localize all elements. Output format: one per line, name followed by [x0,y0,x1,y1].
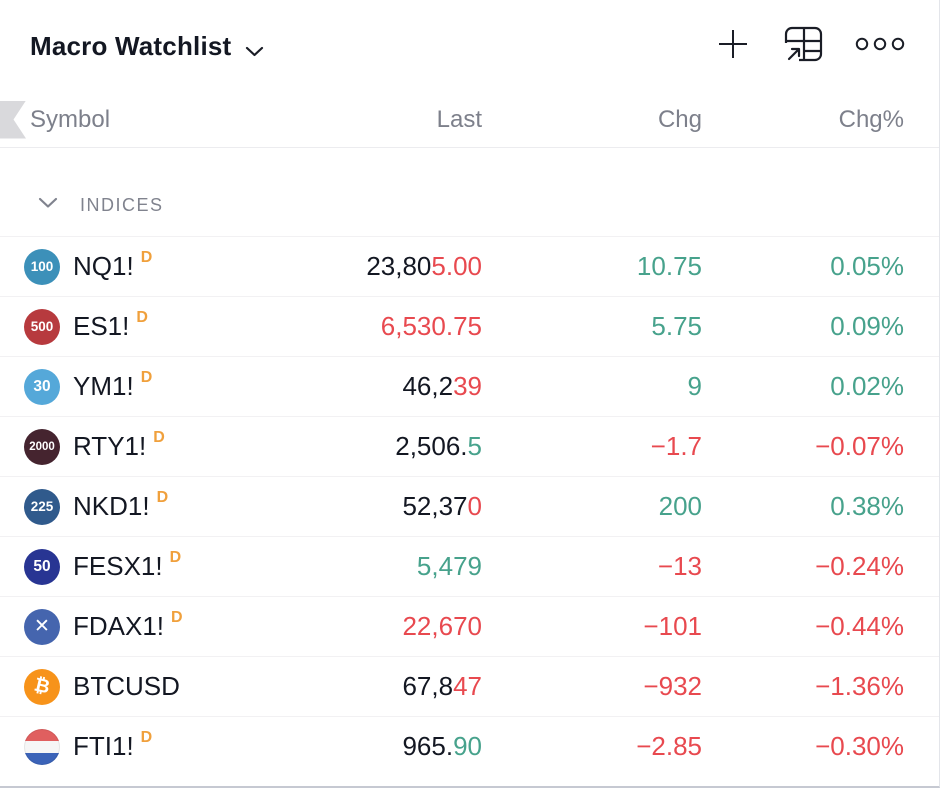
column-header-row: Symbol Last Chg Chg% [0,92,939,148]
section-label: INDICES [80,194,164,215]
symbol-cell: FTI1! D [24,728,322,765]
symbol-ticker: NKD1! [73,491,150,521]
last-price: 22,670 [402,611,482,641]
symbol-badge-icon [24,728,60,765]
watchlist-row[interactable]: FTI1! D 965.90 −2.85 −0.30% [0,716,939,776]
symbol-badge-icon: ₿ [24,668,60,705]
column-header-chgpct[interactable]: Chg% [838,105,904,133]
daily-resolution-flag: D [153,428,165,446]
add-symbol-button[interactable] [715,26,751,67]
symbol-badge-icon: 2000 [24,428,60,465]
symbol-badge-icon: 500 [24,308,60,345]
change-value: −932 [643,671,702,701]
last-price: 965.90 [402,731,482,761]
symbol-ticker: YM1! [73,371,134,401]
change-value: −101 [643,611,702,641]
change-value: 5.75 [651,311,702,341]
watchlist-row[interactable]: 30 YM1! D 46,239 9 0.02% [0,356,939,416]
watchlist-header: Macro Watchlist [0,0,939,92]
last-price: 46,239 [402,371,482,401]
change-percent: 0.09% [830,311,904,341]
last-price: 23,805.00 [366,251,482,281]
last-price: 67,847 [402,671,482,701]
symbol-cell: ✕ FDAX1! D [24,608,322,645]
daily-resolution-flag: D [136,308,148,326]
change-percent: −1.36% [815,671,904,701]
symbol-badge-icon: 100 [24,248,60,285]
change-value: −1.7 [650,431,702,461]
symbol-badge-icon: 50 [24,548,60,585]
more-options-button[interactable] [855,35,905,58]
change-value: −2.85 [636,731,702,761]
ellipsis-icon [855,35,905,58]
symbol-cell: 225 NKD1! D [24,488,322,525]
symbol-cell: 500 ES1! D [24,308,322,345]
symbol-cell: 100 NQ1! D [24,248,322,285]
symbol-cell: 50 FESX1! D [24,548,322,585]
symbol-ticker: ES1! [73,311,130,341]
change-percent: 0.05% [830,251,904,281]
change-percent: −0.44% [815,611,904,641]
symbol-ticker: FESX1! [73,551,163,581]
symbol-cell: 2000 RTY1! D [24,428,322,465]
daily-resolution-flag: D [171,608,183,626]
change-percent: 0.38% [830,491,904,521]
symbol-ticker: FTI1! [73,731,134,761]
plus-icon [715,26,751,67]
change-value: 10.75 [636,251,702,281]
section-chevron-down-icon [38,196,58,214]
watchlist-row[interactable]: 100 NQ1! D 23,805.00 10.75 0.05% [0,236,939,296]
symbol-ticker: RTY1! [73,431,147,461]
symbol-badge-icon: ✕ [24,608,60,645]
section-header-indices[interactable]: INDICES [0,148,939,236]
symbol-badge-icon: 30 [24,368,60,405]
column-header-symbol[interactable]: Symbol [30,105,111,133]
watchlist-row[interactable]: 2000 RTY1! D 2,506.5 −1.7 −0.07% [0,416,939,476]
column-header-chg[interactable]: Chg [657,105,702,133]
last-price: 6,530.75 [380,311,482,341]
daily-resolution-flag: D [169,548,182,566]
watchlist-rows: 100 NQ1! D 23,805.00 10.75 0.05% 500 ES1… [0,236,939,776]
symbol-cell: 30 YM1! D [24,368,322,405]
daily-resolution-flag: D [140,728,153,746]
grid-expand-icon [781,23,825,70]
grid-layout-button[interactable] [781,23,825,70]
last-price: 2,506.5 [395,431,482,461]
daily-resolution-flag: D [140,248,153,266]
symbol-badge-icon: 225 [24,488,60,525]
daily-resolution-flag: D [156,488,169,506]
watchlist-title: Macro Watchlist [30,30,232,61]
symbol-ticker: BTCUSD [73,671,180,701]
chevron-down-icon [245,33,264,64]
symbol-ticker: NQ1! [73,251,134,281]
change-value: 9 [687,371,702,401]
change-percent: −0.30% [815,731,904,761]
watchlist-row[interactable]: 50 FESX1! D 5,479 −13 −0.24% [0,536,939,596]
daily-resolution-flag: D [140,368,153,386]
symbol-ticker: FDAX1! [73,611,165,641]
change-percent: −0.24% [815,551,904,581]
watchlist-row[interactable]: ₿ BTCUSD 67,847 −932 −1.36% [0,656,939,716]
change-percent: 0.02% [830,371,904,401]
watchlist-row[interactable]: ✕ FDAX1! D 22,670 −101 −0.44% [0,596,939,656]
column-header-last[interactable]: Last [436,105,482,133]
symbol-cell: ₿ BTCUSD [24,668,322,705]
watchlist-row[interactable]: 500 ES1! D 6,530.75 5.75 0.09% [0,296,939,356]
change-value: 200 [658,491,702,521]
change-value: −13 [657,551,702,581]
last-price: 5,479 [416,551,482,581]
change-percent: −0.07% [815,431,904,461]
watchlist-row[interactable]: 225 NKD1! D 52,370 200 0.38% [0,476,939,536]
watchlist-title-dropdown[interactable]: Macro Watchlist [30,29,264,64]
last-price: 52,370 [402,491,482,521]
